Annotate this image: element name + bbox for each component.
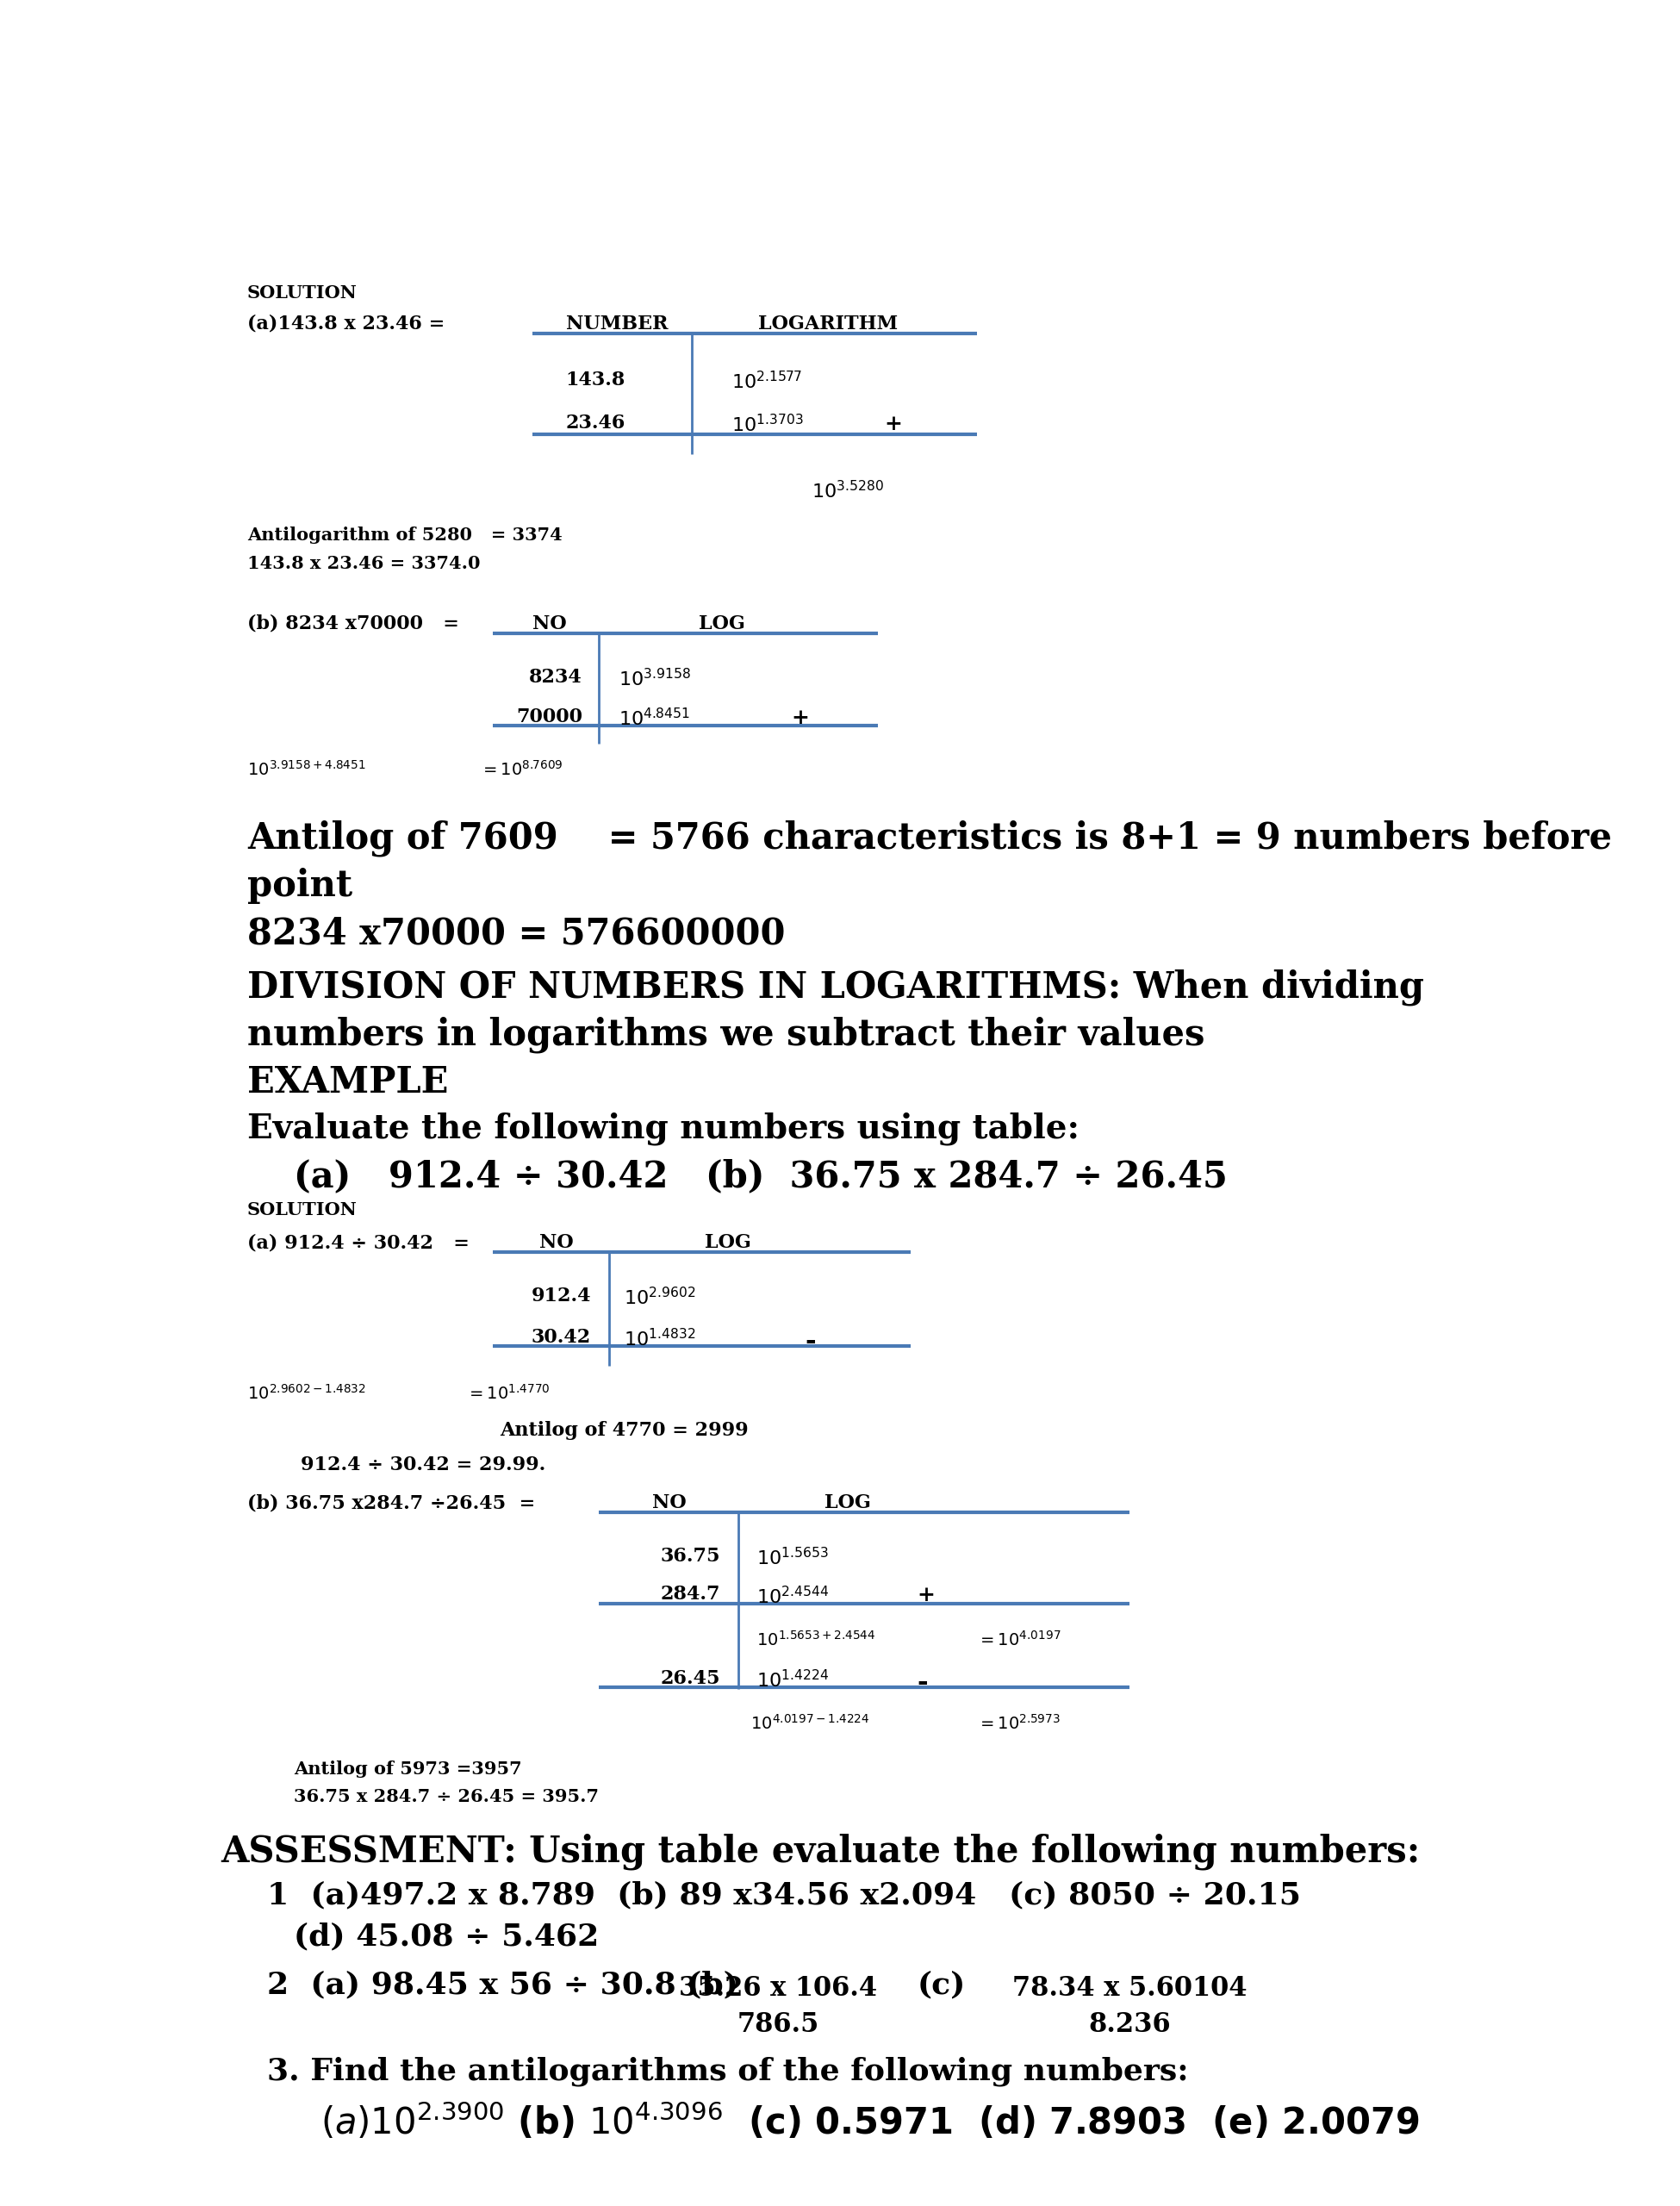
Text: +: + [884, 415, 902, 435]
Text: $10^{1.4832}$: $10^{1.4832}$ [625, 1328, 696, 1350]
Text: $10^{2.9602}$: $10^{2.9602}$ [625, 1286, 696, 1308]
Text: (b) 8234 x70000   =: (b) 8234 x70000 = [247, 615, 459, 633]
Text: 8234 x70000 = 576600000: 8234 x70000 = 576600000 [247, 915, 786, 951]
Text: $(a)10^{2.3900}$ (b) $10^{4.3096}$  (c) 0.5971  (d) 7.8903  (e) 2.0079: $(a)10^{2.3900}$ (b) $10^{4.3096}$ (c) 0… [321, 2102, 1420, 2142]
Text: 284.7: 284.7 [660, 1586, 721, 1604]
Text: 8.236: 8.236 [1089, 2012, 1171, 2038]
Text: SOLUTION: SOLUTION [247, 1202, 358, 1220]
Text: -: - [917, 1668, 929, 1696]
Text: 30.42: 30.42 [531, 1328, 591, 1346]
Text: $10^{1.3703}$: $10^{1.3703}$ [732, 415, 803, 437]
Text: LOG: LOG [699, 615, 744, 633]
Text: $10^{4.8451}$: $10^{4.8451}$ [618, 708, 690, 728]
Text: 78.34 x 5.60104: 78.34 x 5.60104 [1013, 1974, 1247, 2003]
Text: $= 10^{8.7609}$: $= 10^{8.7609}$ [479, 761, 563, 779]
Text: NO: NO [533, 615, 566, 633]
Text: (a)143.8 x 23.46 =: (a)143.8 x 23.46 = [247, 315, 445, 333]
Text: $10^{1.5653}$: $10^{1.5653}$ [758, 1546, 828, 1568]
Text: 26.45: 26.45 [660, 1668, 721, 1688]
Text: Antilogarithm of 5280   = 3374: Antilogarithm of 5280 = 3374 [247, 527, 563, 545]
Text: 143.8: 143.8 [566, 371, 625, 390]
Text: $10^{2.1577}$: $10^{2.1577}$ [732, 371, 803, 393]
Text: Evaluate the following numbers using table:: Evaluate the following numbers using tab… [247, 1112, 1080, 1145]
Text: $10^{1.4224}$: $10^{1.4224}$ [758, 1668, 830, 1690]
Text: 70000: 70000 [516, 708, 583, 726]
Text: NO: NO [652, 1493, 687, 1513]
Text: (a) 912.4 ÷ 30.42   =: (a) 912.4 ÷ 30.42 = [247, 1233, 469, 1253]
Text: $10^{1.5653+2.4544}$: $10^{1.5653+2.4544}$ [758, 1630, 875, 1650]
Text: $10^{3.9158+4.8451}$: $10^{3.9158+4.8451}$ [247, 761, 366, 779]
Text: 23.46: 23.46 [566, 415, 625, 432]
Text: 912.4: 912.4 [531, 1286, 591, 1306]
Text: $10^{3.5280}$: $10^{3.5280}$ [811, 481, 884, 503]
Text: -: - [805, 1328, 815, 1354]
Text: LOG: LOG [706, 1233, 751, 1253]
Text: (d) 45.08 ÷ 5.462: (d) 45.08 ÷ 5.462 [294, 1921, 600, 1952]
Text: 143.8 x 23.46 = 3374.0: 143.8 x 23.46 = 3374.0 [247, 554, 480, 571]
Text: (a)   912.4 ÷ 30.42   (b)  36.75 x 284.7 ÷ 26.45: (a) 912.4 ÷ 30.42 (b) 36.75 x 284.7 ÷ 26… [294, 1158, 1228, 1196]
Text: SOLUTION: SOLUTION [247, 285, 358, 302]
Text: +: + [791, 708, 810, 728]
Text: (b) 36.75 x284.7 ÷26.45  =: (b) 36.75 x284.7 ÷26.45 = [247, 1493, 536, 1513]
Text: DIVISION OF NUMBERS IN LOGARITHMS: When dividing: DIVISION OF NUMBERS IN LOGARITHMS: When … [247, 968, 1425, 1006]
Text: Antilog of 7609    = 5766 characteristics is 8+1 = 9 numbers before: Antilog of 7609 = 5766 characteristics i… [247, 821, 1613, 856]
Text: NUMBER: NUMBER [566, 315, 669, 333]
Text: 1  (a)497.2 x 8.789  (b) 89 x34.56 x2.094   (c) 8050 ÷ 20.15: 1 (a)497.2 x 8.789 (b) 89 x34.56 x2.094 … [267, 1882, 1300, 1910]
Text: 36.75 x 284.7 ÷ 26.45 = 395.7: 36.75 x 284.7 ÷ 26.45 = 395.7 [294, 1789, 598, 1805]
Text: Antilog of 5973 =3957: Antilog of 5973 =3957 [294, 1760, 522, 1778]
Text: ASSESSMENT: Using table evaluate the following numbers:: ASSESSMENT: Using table evaluate the fol… [220, 1833, 1420, 1871]
Text: 36.75: 36.75 [660, 1546, 721, 1566]
Text: numbers in logarithms we subtract their values: numbers in logarithms we subtract their … [247, 1017, 1205, 1052]
Text: $10^{4.0197-1.4224}$: $10^{4.0197-1.4224}$ [751, 1714, 870, 1732]
Text: LOG: LOG [825, 1493, 870, 1513]
Text: 35.26 x 106.4: 35.26 x 106.4 [679, 1974, 877, 2003]
Text: $10^{3.9158}$: $10^{3.9158}$ [618, 668, 690, 688]
Text: LOGARITHM: LOGARITHM [758, 315, 897, 333]
Text: 2  (a) 98.45 x 56 ÷ 30.8 (b): 2 (a) 98.45 x 56 ÷ 30.8 (b) [267, 1970, 739, 1999]
Text: (c): (c) [917, 1970, 966, 1999]
Text: point: point [247, 867, 353, 904]
Text: NO: NO [539, 1233, 573, 1253]
Text: $10^{2.9602-1.4832}$: $10^{2.9602-1.4832}$ [247, 1383, 366, 1403]
Text: 912.4 ÷ 30.42 = 29.99.: 912.4 ÷ 30.42 = 29.99. [301, 1456, 546, 1474]
Text: $= 10^{4.0197}$: $= 10^{4.0197}$ [978, 1630, 1062, 1650]
Text: EXAMPLE: EXAMPLE [247, 1063, 449, 1101]
Text: 786.5: 786.5 [738, 2012, 820, 2038]
Text: 3. Find the antilogarithms of the following numbers:: 3. Find the antilogarithms of the follow… [267, 2056, 1189, 2087]
Text: $= 10^{2.5973}$: $= 10^{2.5973}$ [978, 1714, 1060, 1732]
Text: $= 10^{1.4770}$: $= 10^{1.4770}$ [467, 1383, 551, 1403]
Text: Antilog of 4770 = 2999: Antilog of 4770 = 2999 [499, 1421, 748, 1441]
Text: $10^{2.4544}$: $10^{2.4544}$ [758, 1586, 830, 1606]
Text: +: + [917, 1586, 936, 1606]
Text: 8234: 8234 [529, 668, 583, 686]
